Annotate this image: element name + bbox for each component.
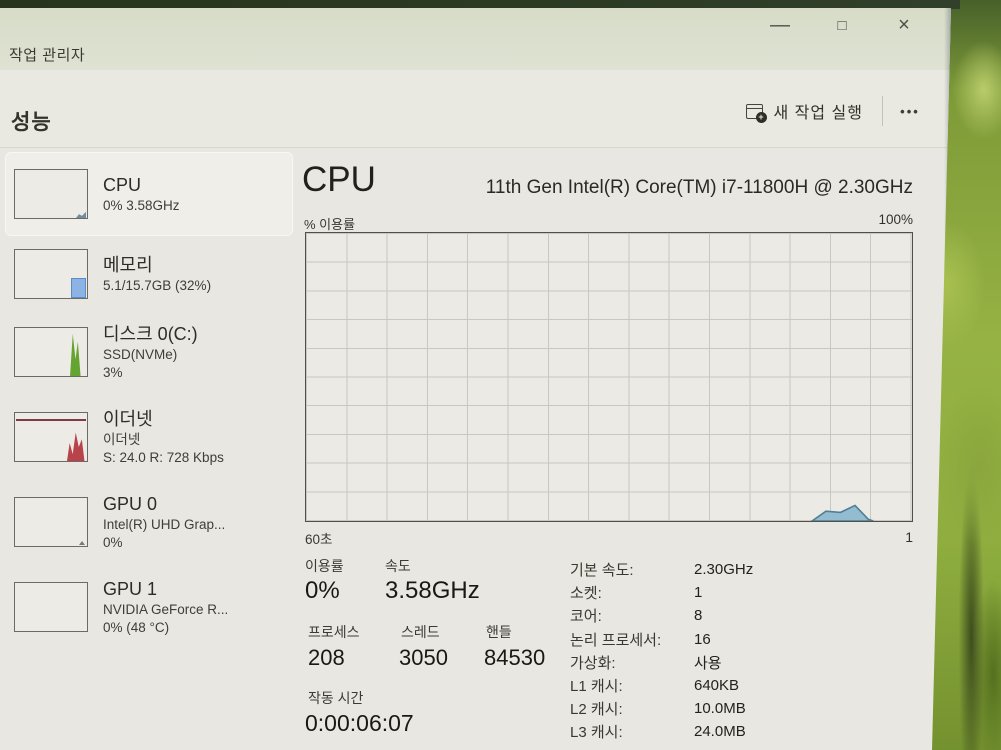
axis-max-label: 100% — [878, 212, 913, 227]
run-new-task-label: 새 작업 실행 — [773, 105, 863, 122]
handles-label: 핸들 — [486, 624, 512, 640]
toolbar: 성능 + 새 작업 실행 ••• — [0, 70, 951, 148]
maximize-button[interactable]: □ — [837, 16, 847, 34]
minimize-button[interactable]: — — [770, 13, 790, 36]
utilization-value: 0% — [305, 577, 340, 604]
sidebar-item-title: CPU — [103, 174, 142, 195]
speed-label: 속도 — [385, 558, 411, 574]
new-task-icon: + — [746, 104, 763, 119]
sidebar-item-gpu1[interactable]: GPU 1 NVIDIA GeForce R... 0% (48 °C) — [5, 565, 293, 649]
cpu-model-name: 11th Gen Intel(R) Core(TM) i7-11800H @ 2… — [485, 177, 913, 198]
ethernet-mini-graph — [14, 412, 88, 462]
memory-mini-graph — [14, 249, 88, 299]
speed-value: 3.58GHz — [385, 577, 480, 604]
title-bar: 작업 관리자 — □ × — [0, 8, 951, 70]
close-button[interactable]: × — [898, 13, 910, 36]
utilization-label: 이용률 — [305, 558, 344, 574]
sidebar-item-title: GPU 0 — [103, 494, 158, 514]
sidebar-item-line1: Intel(R) UHD Grap... — [103, 517, 226, 532]
page-title: 성능 — [11, 111, 52, 134]
sidebar-item-line1: 이더넷 — [103, 432, 141, 447]
threads-value: 3050 — [399, 645, 448, 670]
sidebar-item-line1: 0% 3.58GHz — [103, 197, 180, 213]
cpu-details: 기본 속도: 2.30GHz 소켓: 1 코어: 8 논리 프로세서: 16 가… — [570, 558, 910, 744]
detail-row: L1 캐시: 640KB — [570, 677, 740, 696]
detail-row: 기본 속도: 2.30GHz — [570, 561, 754, 580]
uptime-value: 0:00:06:07 — [305, 710, 414, 736]
detail-row: 코어: 8 — [570, 607, 703, 626]
detail-row: 논리 프로세서: 16 — [570, 630, 711, 649]
gpu1-mini-graph — [14, 582, 88, 632]
sidebar-item-title: 이더넷 — [103, 409, 153, 429]
sidebar-item-title: 메모리 — [103, 254, 153, 275]
axis-1-label: 1 — [905, 529, 913, 545]
sidebar-item-title: GPU 1 — [103, 579, 158, 599]
run-new-task-button[interactable]: + 새 작업 실행 — [740, 94, 870, 128]
utilization-axis-label: % 이용률 — [304, 217, 356, 232]
sidebar-item-line1: NVIDIA GeForce R... — [103, 602, 229, 617]
sidebar-item-line2: S: 24.0 R: 728 Kbps — [103, 449, 224, 465]
disk-mini-graph — [14, 327, 88, 377]
axis-60s-label: 60초 — [305, 532, 333, 547]
threads-label: 스레드 — [401, 624, 440, 640]
detail-row: 소켓: 1 — [570, 584, 703, 603]
gpu0-mini-graph — [14, 497, 88, 547]
more-options-button[interactable]: ••• — [889, 96, 931, 126]
sidebar-item-line1: 5.1/15.7GB (32%) — [103, 277, 212, 293]
sidebar-item-line2: 0% — [103, 534, 123, 550]
cpu-mini-graph — [14, 169, 88, 219]
uptime-label: 작동 시간 — [308, 690, 364, 706]
cpu-utilization-chart[interactable] — [305, 232, 913, 522]
sidebar-item-gpu0[interactable]: GPU 0 Intel(R) UHD Grap... 0% — [5, 480, 293, 564]
toolbar-divider — [882, 96, 883, 126]
detail-row: 가상화: 사용 — [570, 654, 722, 672]
sidebar-item-line1: SSD(NVMe) — [103, 347, 178, 362]
screen-top-edge — [0, 0, 960, 9]
sidebar-item-disk0[interactable]: 디스크 0(C:) SSD(NVMe) 3% — [5, 310, 293, 394]
cpu-stats: 이용률 속도 0% 3.58GHz 프로세스 스레드 핸들 208 3050 8… — [305, 556, 570, 750]
processes-label: 프로세스 — [308, 624, 360, 640]
caption-controls: — □ × — [759, 10, 925, 40]
window-title: 작업 관리자 — [9, 47, 86, 64]
sidebar-item-title: 디스크 0(C:) — [103, 324, 198, 344]
processes-value: 208 — [308, 645, 345, 670]
cpu-panel-title: CPU — [302, 160, 376, 199]
detail-row: L2 캐시: 10.0MB — [570, 700, 746, 719]
sidebar-item-cpu[interactable]: CPU 0% 3.58GHz — [5, 152, 293, 236]
sidebar-item-line2: 0% (48 °C) — [103, 619, 170, 635]
task-manager-window: 작업 관리자 — □ × 성능 + 새 작업 실행 ••• CPU 0% 3.5… — [0, 8, 951, 750]
handles-value: 84530 — [484, 645, 546, 670]
detail-row: L3 캐시: 24.0MB — [570, 723, 746, 742]
sidebar-item-line2: 3% — [103, 364, 123, 380]
sidebar-item-ethernet[interactable]: 이더넷 이더넷 S: 24.0 R: 728 Kbps — [5, 395, 293, 479]
cpu-usage-trace — [306, 233, 912, 521]
sidebar-item-memory[interactable]: 메모리 5.1/15.7GB (32%) — [5, 232, 293, 316]
